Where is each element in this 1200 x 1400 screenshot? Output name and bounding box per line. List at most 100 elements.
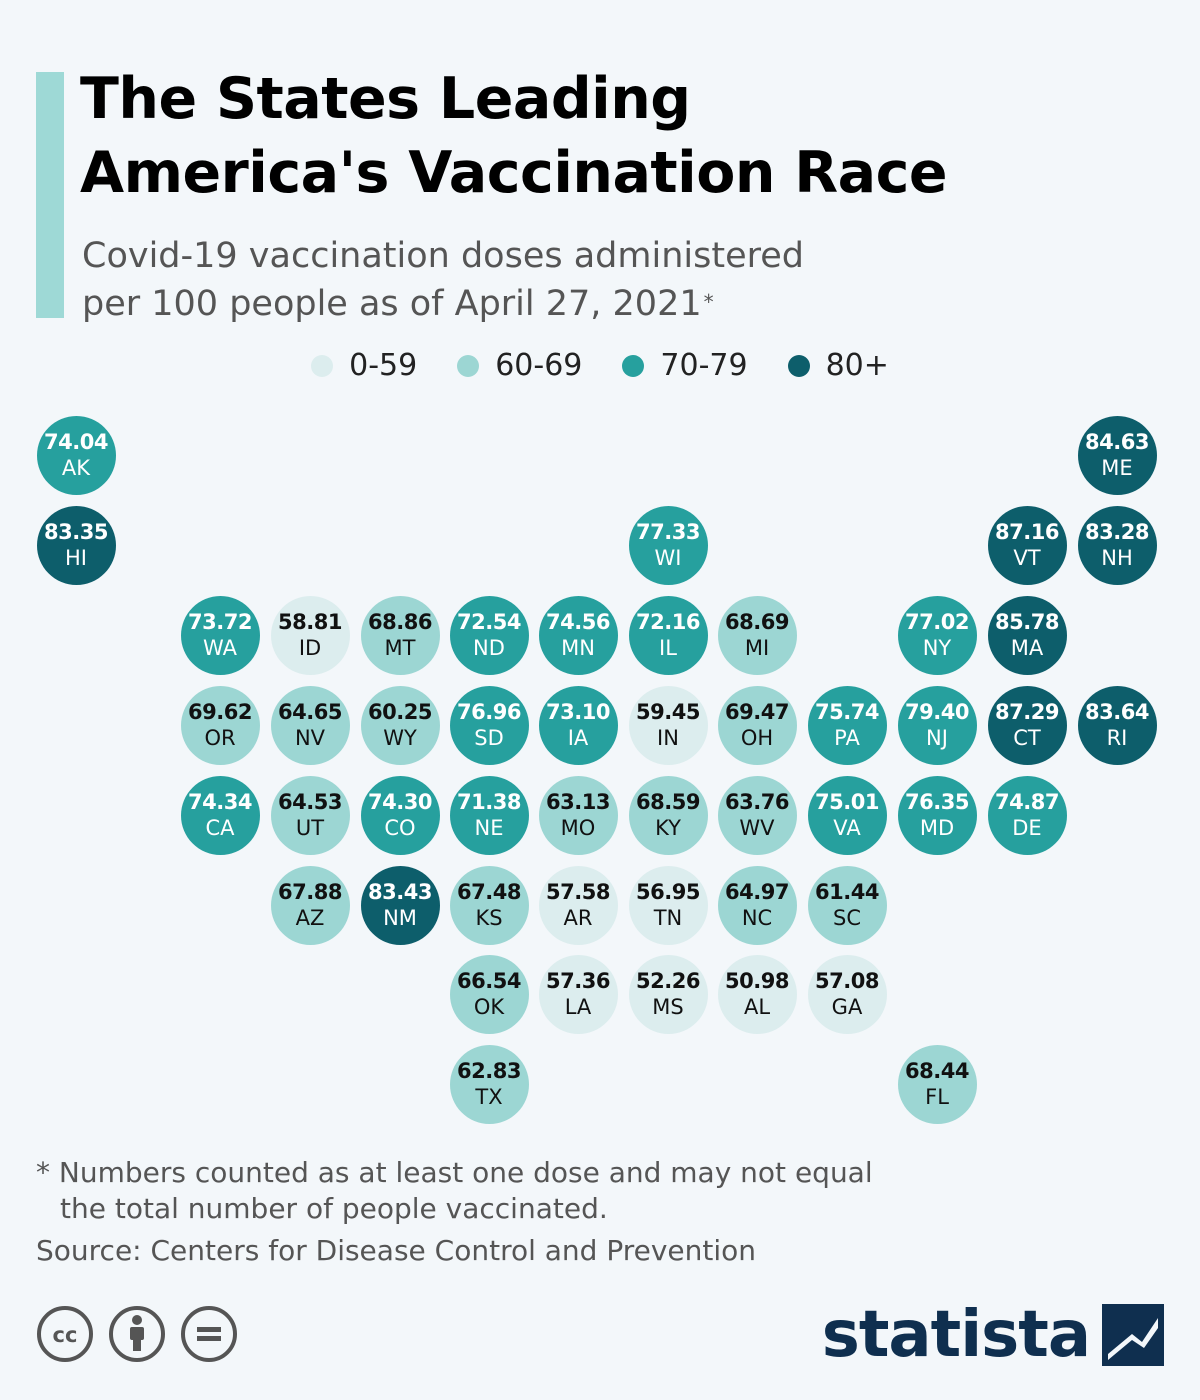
state-value: 67.48 xyxy=(457,880,521,904)
source-note: Source: Centers for Disease Control and … xyxy=(36,1234,757,1267)
state-abbr: NJ xyxy=(926,726,948,750)
state-abbr: NM xyxy=(383,906,417,930)
state-abbr: WY xyxy=(383,726,417,750)
state-tile-sc: 61.44 SC xyxy=(807,865,887,945)
state-tile-nv: 64.65 NV xyxy=(270,685,350,765)
state-abbr: WV xyxy=(739,816,775,840)
statista-logo-icon xyxy=(1102,1304,1164,1366)
state-tile-sd: 76.96 SD xyxy=(449,685,529,765)
state-tile-ct: 87.29 CT xyxy=(987,685,1067,765)
state-value: 79.40 xyxy=(905,700,969,724)
state-value: 67.88 xyxy=(278,880,342,904)
state-value: 68.86 xyxy=(368,610,432,634)
state-abbr: MA xyxy=(1010,636,1044,660)
state-tile-mo: 63.13 MO xyxy=(538,775,618,855)
state-abbr: DE xyxy=(1012,816,1042,840)
legend-label-60-69: 60-69 xyxy=(495,348,583,383)
subtitle-line-2-text: per 100 people as of April 27, 2021 xyxy=(82,284,702,324)
state-value: 87.29 xyxy=(995,700,1059,724)
state-value: 76.96 xyxy=(457,700,521,724)
legend-label-70-79: 70-79 xyxy=(660,348,748,383)
no-derivatives-icon[interactable] xyxy=(180,1305,238,1363)
state-value: 66.54 xyxy=(457,969,521,993)
state-abbr: AZ xyxy=(295,906,325,930)
state-tile-wv: 63.76 WV xyxy=(717,775,797,855)
subtitle: Covid-19 vaccination doses administered … xyxy=(82,232,804,328)
state-tile-ar: 57.58 AR xyxy=(538,865,618,945)
state-tile-mn: 74.56 MN xyxy=(538,595,618,675)
state-value: 63.13 xyxy=(546,790,610,814)
state-tile-tn: 56.95 TN xyxy=(628,865,708,945)
state-value: 63.76 xyxy=(725,790,789,814)
legend: 0-59 60-69 70-79 80+ xyxy=(0,348,1200,383)
state-abbr: IN xyxy=(657,726,679,750)
license-icons: cc xyxy=(36,1305,238,1363)
page-title: The States Leading America's Vaccination… xyxy=(80,62,948,210)
state-value: 58.81 xyxy=(278,610,342,634)
state-tile-mt: 68.86 MT xyxy=(360,595,440,675)
state-abbr: AL xyxy=(743,995,771,1019)
svg-text:cc: cc xyxy=(53,1323,78,1347)
state-abbr: PA xyxy=(834,726,860,750)
state-tile-wi: 77.33 WI xyxy=(628,505,708,585)
state-tile-in: 59.45 IN xyxy=(628,685,708,765)
state-tile-me: 84.63 ME xyxy=(1077,415,1157,495)
state-tile-nm: 83.43 NM xyxy=(360,865,440,945)
state-value: 74.30 xyxy=(368,790,432,814)
state-abbr: VT xyxy=(1013,546,1041,570)
creative-commons-icon[interactable]: cc xyxy=(36,1305,94,1363)
state-value: 74.56 xyxy=(546,610,610,634)
state-value: 62.83 xyxy=(457,1059,521,1083)
state-value: 85.78 xyxy=(995,610,1059,634)
state-value: 83.28 xyxy=(1085,520,1149,544)
state-abbr: RI xyxy=(1106,726,1128,750)
state-abbr: ME xyxy=(1101,456,1133,480)
state-tile-pa: 75.74 PA xyxy=(807,685,887,765)
legend-label-0-59: 0-59 xyxy=(349,348,418,383)
state-tile-ut: 64.53 UT xyxy=(270,775,350,855)
state-tile-wa: 73.72 WA xyxy=(180,595,260,675)
statista-logo[interactable]: statista xyxy=(822,1298,1164,1372)
state-value: 71.38 xyxy=(457,790,521,814)
state-tile-nd: 72.54 ND xyxy=(449,595,529,675)
state-abbr: IL xyxy=(659,636,677,660)
legend-dot-80-plus xyxy=(787,354,810,377)
state-value: 59.45 xyxy=(636,700,700,724)
state-value: 52.26 xyxy=(636,969,700,993)
state-tile-id: 58.81 ID xyxy=(270,595,350,675)
state-abbr: FL xyxy=(925,1085,949,1109)
state-tile-mi: 68.69 MI xyxy=(717,595,797,675)
state-tile-de: 74.87 DE xyxy=(987,775,1067,855)
state-value: 74.34 xyxy=(188,790,252,814)
state-tile-vt: 87.16 VT xyxy=(987,505,1067,585)
state-value: 64.65 xyxy=(278,700,342,724)
state-tile-wy: 60.25 WY xyxy=(360,685,440,765)
state-tile-ms: 52.26 MS xyxy=(628,954,708,1034)
state-tile-or: 69.62 OR xyxy=(180,685,260,765)
state-value: 84.63 xyxy=(1085,430,1149,454)
state-abbr: KY xyxy=(655,816,681,840)
state-value: 50.98 xyxy=(725,969,789,993)
state-value: 57.36 xyxy=(546,969,610,993)
footnote-line-2: the total number of people vaccinated. xyxy=(60,1192,608,1225)
state-value: 74.04 xyxy=(44,430,108,454)
state-abbr: MT xyxy=(384,636,416,660)
state-abbr: NH xyxy=(1101,546,1133,570)
legend-item-60-69: 60-69 xyxy=(457,348,582,383)
state-value: 74.87 xyxy=(995,790,1059,814)
state-abbr: OK xyxy=(473,995,505,1019)
state-value: 72.16 xyxy=(636,610,700,634)
title-line-1: The States Leading xyxy=(80,66,691,132)
attribution-icon[interactable] xyxy=(108,1305,166,1363)
state-tile-va: 75.01 VA xyxy=(807,775,887,855)
subtitle-footnote-mark: * xyxy=(703,290,714,314)
state-abbr: WI xyxy=(654,546,682,570)
legend-dot-70-79 xyxy=(622,354,645,377)
state-abbr: OR xyxy=(204,726,236,750)
state-tile-nc: 64.97 NC xyxy=(717,865,797,945)
legend-item-0-59: 0-59 xyxy=(311,348,417,383)
state-tile-hi: 83.35 HI xyxy=(36,505,116,585)
state-value: 77.02 xyxy=(905,610,969,634)
state-value: 75.74 xyxy=(815,700,879,724)
state-value: 83.35 xyxy=(44,520,108,544)
